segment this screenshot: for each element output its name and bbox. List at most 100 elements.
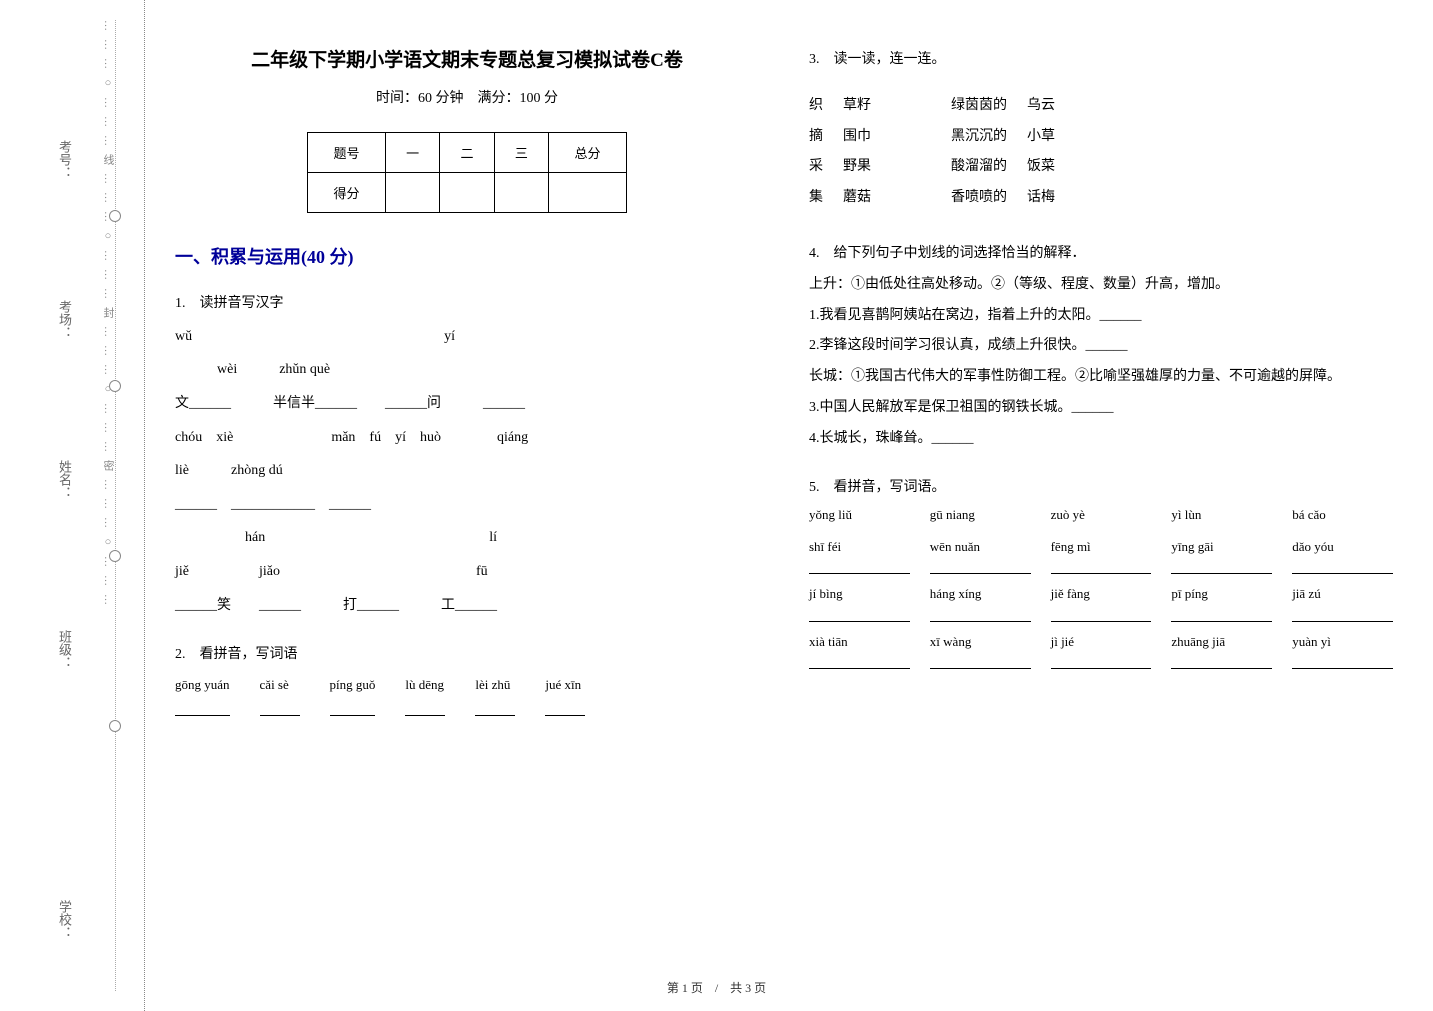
q5-py: dǎo yóu bbox=[1292, 535, 1393, 558]
q2-label: 2. 看拼音，写词语 bbox=[175, 640, 759, 671]
q4-label: 4. 给下列句子中划线的词选择恰当的解释． bbox=[809, 239, 1393, 270]
question-5: 5. 看拼音，写词语。 yǒng liǔ gū niang zuò yè yì … bbox=[809, 473, 1393, 669]
q5-py: yì lùn bbox=[1171, 503, 1272, 526]
q4-def1: 上升：①由低处往高处移动。②（等级、程度、数量）升高，增加。 bbox=[809, 270, 1393, 301]
q4-def2: 长城：①我国古代伟大的军事性防御工程。②比喻坚强雄厚的力量、不可逾越的屏障。 bbox=[809, 362, 1393, 393]
match-left: 织 摘 采 集 草籽 围巾 野果 蘑菇 bbox=[809, 91, 871, 214]
answer-line: 文______ 半信半______ ______问 ______ bbox=[175, 387, 759, 421]
exam-title: 二年级下学期小学语文期末专题总复习模拟试卷C卷 bbox=[175, 45, 759, 72]
circle-marker bbox=[109, 380, 121, 392]
circle-marker bbox=[109, 210, 121, 222]
right-column: 3. 读一读，连一连。 织 摘 采 集 草籽 围巾 野果 蘑菇 bbox=[809, 45, 1393, 971]
label-banji: 班级： bbox=[55, 630, 74, 669]
q3-match: 织 摘 采 集 草籽 围巾 野果 蘑菇 绿茵茵的 黑沉沉的 bbox=[809, 91, 1393, 214]
q1-label: 1. 读拼音写汉字 bbox=[175, 289, 759, 320]
match-right: 绿茵茵的 黑沉沉的 酸溜溜的 香喷喷的 乌云 小草 饭菜 话梅 bbox=[951, 91, 1055, 214]
answer-line: ______ ____________ ______ bbox=[175, 488, 759, 522]
q4-s1: 1.我看见喜鹊阿姨站在窝边，指着上升的太阳。______ bbox=[809, 301, 1393, 332]
q5-py: xī wàng bbox=[930, 630, 1031, 653]
match-item: 草籽 bbox=[843, 91, 871, 122]
py-line: chóu xiè mǎn fú yí huò qiáng bbox=[175, 421, 759, 455]
label-kaohao: 考号： bbox=[55, 140, 74, 179]
th-2: 二 bbox=[440, 133, 494, 173]
th-3: 三 bbox=[494, 133, 548, 173]
q2-item: jué xīn bbox=[545, 671, 585, 716]
answer-line: ______笑 ______ 打______ 工______ bbox=[175, 589, 759, 623]
py-line: liè zhòng dú bbox=[175, 454, 759, 488]
q5-py: pī píng bbox=[1171, 582, 1272, 605]
q5-py: jí bìng bbox=[809, 582, 910, 605]
q1-pinyin: wǔ yí wèi zhǔn què 文______ 半信半______ ___… bbox=[175, 320, 759, 622]
q5-py: xià tiān bbox=[809, 630, 910, 653]
row-score-label: 得分 bbox=[308, 173, 386, 213]
q5-py: yīng gāi bbox=[1171, 535, 1272, 558]
circle-marker bbox=[109, 720, 121, 732]
score-cell bbox=[440, 173, 494, 213]
match-item: 酸溜溜的 bbox=[951, 152, 1007, 183]
page-footer: 第 1 页 / 共 3 页 bbox=[0, 979, 1433, 996]
q3-label: 3. 读一读，连一连。 bbox=[809, 45, 1393, 76]
score-cell bbox=[494, 173, 548, 213]
left-column: 二年级下学期小学语文期末专题总复习模拟试卷C卷 时间：60 分钟 满分：100 … bbox=[175, 45, 759, 971]
q5-py: zuò yè bbox=[1051, 503, 1152, 526]
answer-sheet-sidebar: ………○………线………○………封………○………密………○……… 考号： 考场： … bbox=[0, 0, 145, 1011]
score-cell bbox=[385, 173, 439, 213]
py-line: wǔ yí bbox=[175, 320, 759, 354]
th-label: 题号 bbox=[308, 133, 386, 173]
q2-item: gōng yuán bbox=[175, 671, 230, 716]
py-line: jiě jiǎo fū bbox=[175, 555, 759, 589]
q5-py: zhuāng jiā bbox=[1171, 630, 1272, 653]
match-item: 小草 bbox=[1027, 122, 1055, 153]
th-1: 一 bbox=[385, 133, 439, 173]
main-content: 二年级下学期小学语文期末专题总复习模拟试卷C卷 时间：60 分钟 满分：100 … bbox=[175, 45, 1393, 971]
q5-py: yǒng liǔ bbox=[809, 503, 910, 526]
py-line: hán lí bbox=[175, 521, 759, 555]
q2-grid: gōng yuán cǎi sè píng guǒ lù dēng lèi zh… bbox=[175, 671, 759, 716]
match-item: 绿茵茵的 bbox=[951, 91, 1007, 122]
score-table: 题号 一 二 三 总分 得分 bbox=[307, 132, 627, 213]
question-4: 4. 给下列句子中划线的词选择恰当的解释． 上升：①由低处往高处移动。②（等级、… bbox=[809, 239, 1393, 455]
label-xuexiao: 学校： bbox=[55, 900, 74, 939]
q4-s3: 3.中国人民解放军是保卫祖国的钢铁长城。______ bbox=[809, 393, 1393, 424]
q5-py: háng xíng bbox=[930, 582, 1031, 605]
match-item: 香喷喷的 bbox=[951, 183, 1007, 214]
match-item: 饭菜 bbox=[1027, 152, 1055, 183]
py-line: wèi zhǔn què bbox=[175, 353, 759, 387]
q5-py: bá cǎo bbox=[1292, 503, 1393, 526]
q5-py: yuàn yì bbox=[1292, 630, 1393, 653]
match-item: 蘑菇 bbox=[843, 183, 871, 214]
q2-item: lù dēng bbox=[405, 671, 445, 716]
q5-py: jiā zú bbox=[1292, 582, 1393, 605]
q4-s2: 2.李锋这段时间学习很认真，成绩上升很快。______ bbox=[809, 331, 1393, 362]
q5-py: fēng mì bbox=[1051, 535, 1152, 558]
q5-py: jiě fàng bbox=[1051, 582, 1152, 605]
q5-py: gū niang bbox=[930, 503, 1031, 526]
match-item: 集 bbox=[809, 183, 823, 214]
q5-py: jì jié bbox=[1051, 630, 1152, 653]
label-kaochang: 考场： bbox=[55, 300, 74, 339]
q5-py: shī féi bbox=[809, 535, 910, 558]
question-3: 3. 读一读，连一连。 织 摘 采 集 草籽 围巾 野果 蘑菇 bbox=[809, 45, 1393, 214]
match-item: 织 bbox=[809, 91, 823, 122]
q2-item: lèi zhū bbox=[475, 671, 515, 716]
q5-grid: yǒng liǔ gū niang zuò yè yì lùn bá cǎo s… bbox=[809, 503, 1393, 669]
th-total: 总分 bbox=[549, 133, 627, 173]
match-item: 话梅 bbox=[1027, 183, 1055, 214]
q5-py: wēn nuǎn bbox=[930, 535, 1031, 558]
section-1-title: 一、积累与运用(40 分) bbox=[175, 243, 759, 269]
dotted-text-line: ………○………线………○………封………○………密………○……… bbox=[100, 20, 116, 991]
q4-s4: 4.长城长，珠峰耸。______ bbox=[809, 424, 1393, 455]
question-1: 1. 读拼音写汉字 wǔ yí wèi zhǔn què 文______ 半信半… bbox=[175, 289, 759, 622]
circle-marker bbox=[109, 550, 121, 562]
score-cell bbox=[549, 173, 627, 213]
match-item: 围巾 bbox=[843, 122, 871, 153]
match-item: 黑沉沉的 bbox=[951, 122, 1007, 153]
match-item: 乌云 bbox=[1027, 91, 1055, 122]
match-item: 野果 bbox=[843, 152, 871, 183]
q2-item: cǎi sè bbox=[260, 671, 300, 716]
q2-item: píng guǒ bbox=[330, 671, 376, 716]
match-item: 采 bbox=[809, 152, 823, 183]
exam-subtitle: 时间：60 分钟 满分：100 分 bbox=[175, 87, 759, 107]
question-2: 2. 看拼音，写词语 gōng yuán cǎi sè píng guǒ lù … bbox=[175, 640, 759, 715]
label-xingming: 姓名： bbox=[55, 460, 74, 499]
